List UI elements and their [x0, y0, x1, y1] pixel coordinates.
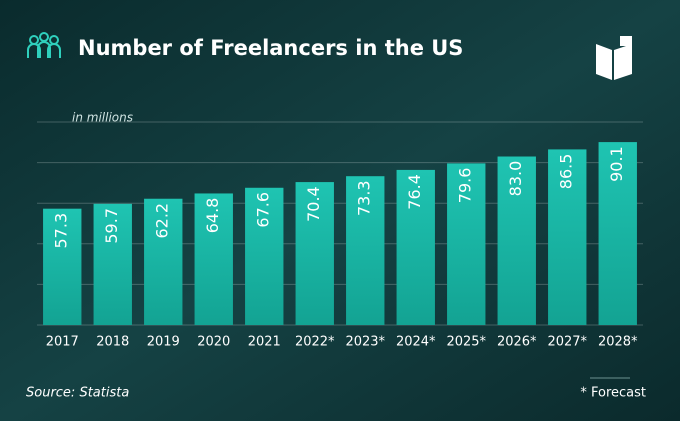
value-label: 83.0 [506, 161, 525, 197]
bar [194, 193, 233, 325]
bar [144, 198, 183, 325]
bar [548, 149, 587, 325]
bar [447, 163, 486, 325]
value-label: 86.5 [557, 154, 576, 190]
chart-title: Number of Freelancers in the US [78, 36, 463, 60]
value-label: 73.3 [355, 180, 374, 216]
bar [346, 176, 385, 325]
x-tick-label: 2020 [197, 335, 230, 350]
value-label: 62.2 [153, 203, 172, 239]
x-tick-label: 2019 [147, 335, 180, 350]
x-tick-label: 2018 [96, 335, 129, 350]
source: Source: Statista [26, 386, 129, 401]
bar [598, 142, 637, 325]
x-tick-label: 2027* [547, 335, 587, 350]
x-tick-label: 2022* [295, 335, 335, 350]
x-tick-label: 2023* [345, 335, 385, 350]
value-label: 90.1 [607, 146, 626, 182]
value-label: 79.6 [456, 168, 475, 204]
value-label: 64.8 [203, 198, 222, 234]
x-tick-label: 2028* [598, 335, 638, 350]
x-tick-label: 2024* [396, 335, 436, 350]
x-tick-label: 2017 [46, 335, 79, 350]
value-label: 67.6 [254, 192, 273, 228]
value-label: 59.7 [102, 208, 121, 244]
book-icon [596, 36, 632, 80]
value-label: 70.4 [304, 186, 323, 222]
bar [295, 182, 334, 325]
bar [396, 169, 435, 325]
bar [93, 203, 132, 325]
x-tick-label: 2025* [446, 335, 486, 350]
x-tick-label: 2021 [248, 335, 281, 350]
people-icon [27, 32, 61, 58]
bar [245, 187, 284, 325]
chart-subtitle: in millions [72, 111, 133, 125]
bar [497, 156, 536, 325]
x-tick-label: 2026* [497, 335, 537, 350]
bar [43, 208, 82, 325]
value-label: 76.4 [405, 174, 424, 210]
footnote: * Forecast [580, 386, 646, 401]
value-label: 57.3 [52, 213, 71, 249]
